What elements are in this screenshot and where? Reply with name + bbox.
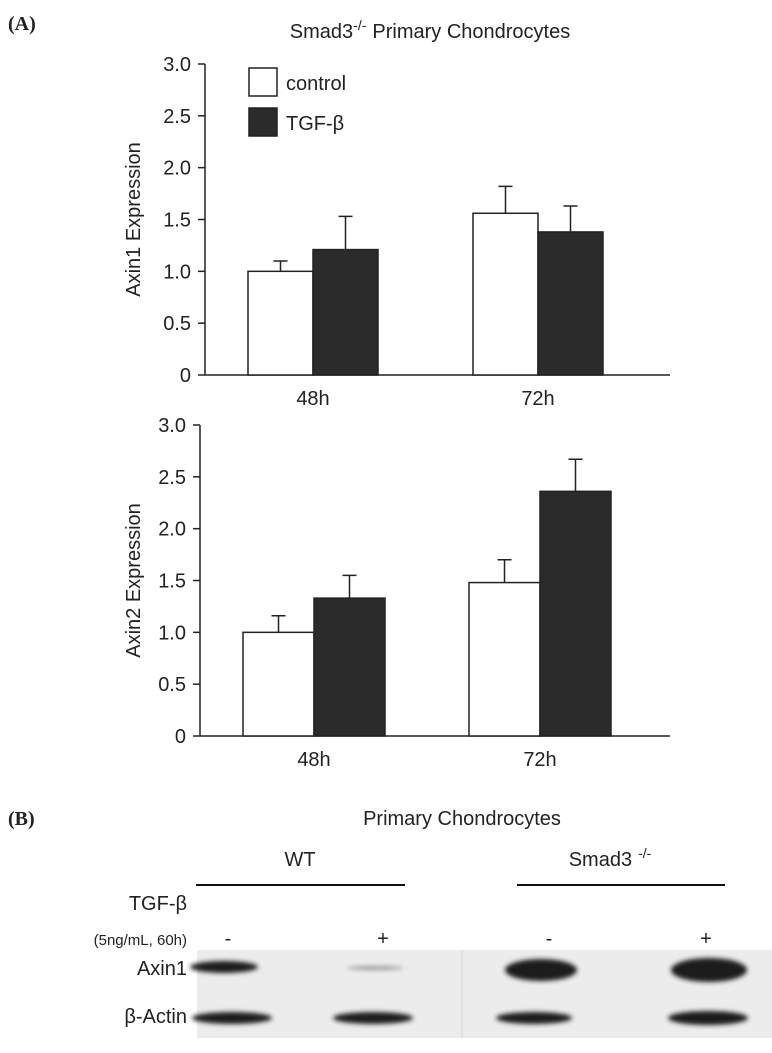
title-text: Primary Chondrocytes xyxy=(372,21,570,43)
y-axis-label: Axin2 Expression xyxy=(123,503,145,658)
x-tick-label: 72h xyxy=(523,749,556,771)
band xyxy=(190,961,258,973)
bar xyxy=(314,598,385,736)
blot-title: Primary Chondrocytes xyxy=(363,808,561,830)
y-tick-label: 2.0 xyxy=(163,158,191,180)
panel-label: (B) xyxy=(8,808,35,830)
bar xyxy=(538,232,603,375)
bar xyxy=(248,271,313,375)
error-bar xyxy=(498,560,512,583)
band xyxy=(496,1012,572,1024)
legend-swatch xyxy=(249,68,277,96)
bar xyxy=(313,250,378,375)
group-label: Smad3 -/- xyxy=(569,845,652,871)
error-bar xyxy=(569,459,583,491)
y-tick-label: 0 xyxy=(180,365,191,387)
band xyxy=(333,1012,413,1024)
treatment-sign: + xyxy=(377,928,389,950)
band xyxy=(347,966,403,970)
band xyxy=(192,1012,272,1024)
treatment-sign: - xyxy=(225,928,232,950)
y-tick-label: 3.0 xyxy=(163,54,191,76)
y-tick-label: 1.0 xyxy=(163,261,191,283)
y-tick-label: 2.0 xyxy=(158,519,186,541)
y-tick-label: 0.5 xyxy=(163,313,191,335)
figure: (A) Smad3-/-Primary Chondrocytes (B) Pri… xyxy=(0,0,772,1053)
y-axis-label: Axin1 Expression xyxy=(123,142,145,297)
y-tick-label: 2.5 xyxy=(163,106,191,128)
error-bar xyxy=(339,216,353,249)
bar xyxy=(473,213,538,375)
x-tick-label: 48h xyxy=(296,388,329,410)
treatment-label: TGF-β xyxy=(129,893,187,915)
legend-swatch xyxy=(249,108,277,136)
title-superscript: -/- xyxy=(353,17,367,33)
y-tick-label: 0.5 xyxy=(158,674,186,696)
treatment-sign: - xyxy=(546,928,553,950)
y-tick-label: 1.5 xyxy=(163,210,191,232)
y-tick-label: 1.5 xyxy=(158,571,186,593)
band xyxy=(671,958,747,982)
bar xyxy=(540,491,611,736)
treatment-detail: (5ng/mL, 60h) xyxy=(94,932,187,949)
y-tick-label: 1.0 xyxy=(158,622,186,644)
treatment-sign: + xyxy=(700,928,712,950)
legend-label: TGF-β xyxy=(286,113,344,135)
y-tick-label: 0 xyxy=(175,726,186,748)
legend-label: control xyxy=(286,73,346,95)
error-bar xyxy=(274,261,288,271)
group-superscript: -/- xyxy=(638,845,652,861)
bar xyxy=(243,632,314,736)
title-text: Smad3 xyxy=(290,21,353,43)
group-label: WT xyxy=(284,849,315,871)
error-bar xyxy=(564,206,578,232)
error-bar xyxy=(499,186,513,213)
y-tick-label: 3.0 xyxy=(158,415,186,437)
band xyxy=(505,959,577,981)
row-label: Axin1 xyxy=(137,958,187,980)
y-tick-label: 2.5 xyxy=(158,467,186,489)
chart-title: Smad3-/- Primary Chondrocytes xyxy=(290,17,570,43)
error-bar xyxy=(343,575,357,598)
band xyxy=(668,1011,748,1025)
x-tick-label: 48h xyxy=(297,749,330,771)
row-label: β-Actin xyxy=(124,1006,187,1028)
panel-label: (A) xyxy=(8,13,36,35)
group-text: Smad3 xyxy=(569,849,632,871)
x-tick-label: 72h xyxy=(521,388,554,410)
error-bar xyxy=(272,616,286,633)
bar xyxy=(469,583,540,736)
